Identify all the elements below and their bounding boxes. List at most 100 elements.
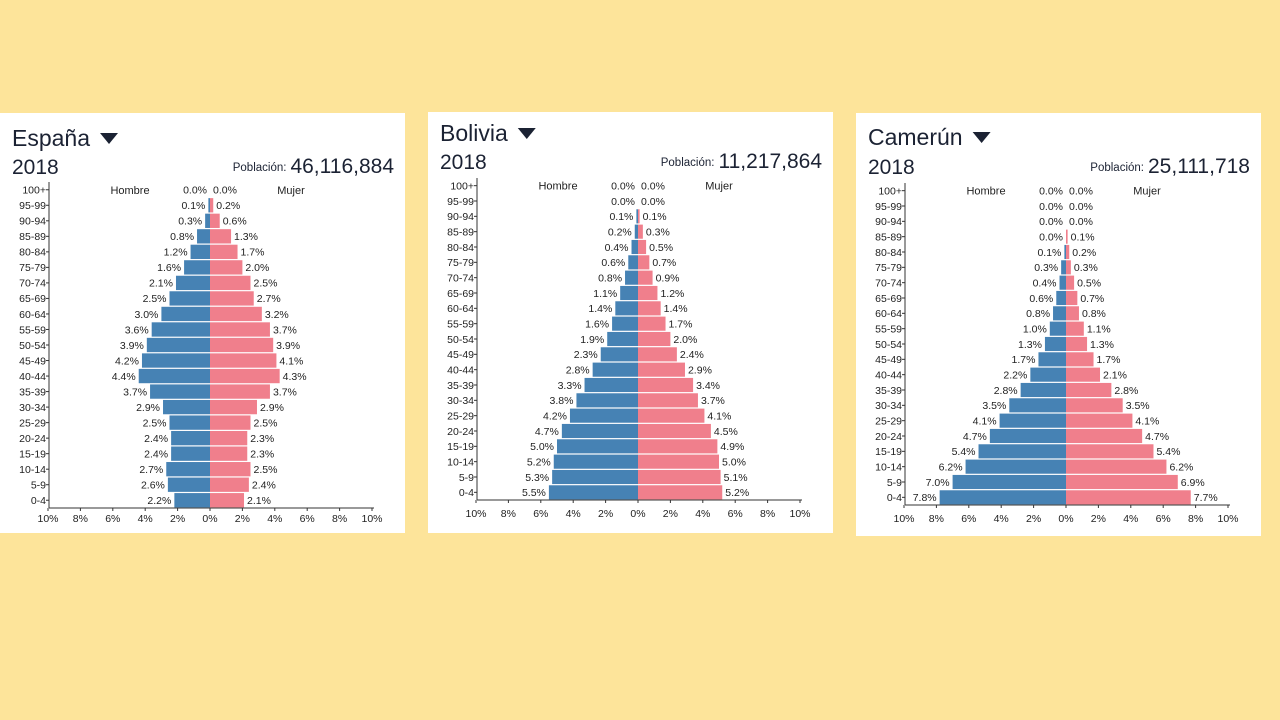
female-value-label: 0.0% [213, 185, 237, 197]
male-value-label: 1.0% [1023, 323, 1047, 335]
female-value-label: 2.5% [254, 464, 278, 476]
male-bar [548, 485, 638, 500]
male-value-label: 2.6% [141, 480, 165, 492]
female-value-label: 2.9% [260, 402, 284, 414]
female-bar [1066, 413, 1133, 428]
male-label: Hombre [966, 186, 1005, 198]
male-bar [174, 493, 210, 508]
dropdown-triangle-icon[interactable] [972, 132, 991, 143]
female-value-label: 3.5% [1126, 400, 1150, 412]
dropdown-triangle-icon[interactable] [517, 128, 536, 139]
female-value-label: 6.2% [1169, 461, 1193, 473]
year-label: 2018 [440, 151, 487, 174]
female-value-label: 3.2% [265, 309, 289, 321]
male-bar [141, 353, 210, 368]
age-group-label: 45-49 [19, 355, 46, 367]
female-value-label: 0.1% [1071, 231, 1095, 243]
female-value-label: 0.7% [652, 257, 676, 269]
male-bar [1064, 244, 1066, 260]
female-bar [210, 446, 248, 461]
female-bar [210, 275, 251, 291]
male-bar [1020, 382, 1066, 398]
age-group-label: 70-74 [19, 278, 46, 290]
female-bar [210, 260, 243, 275]
population-label: Población: [233, 162, 287, 174]
female-value-label: 1.2% [660, 288, 684, 300]
male-value-label: 2.8% [566, 364, 590, 376]
male-bar [146, 337, 210, 353]
female-value-label: 1.3% [234, 231, 258, 243]
female-value-label: 1.3% [1090, 339, 1114, 351]
dropdown-triangle-icon[interactable] [100, 133, 119, 144]
female-bar [210, 337, 274, 353]
male-bar [1061, 260, 1066, 275]
x-tick-label: 4% [138, 513, 153, 525]
female-bar [1066, 367, 1101, 382]
age-group-label: 10-14 [875, 461, 902, 473]
x-tick-label: 6% [1156, 513, 1171, 525]
age-group-label: 50-54 [875, 339, 902, 351]
male-value-label: 0.0% [1039, 216, 1063, 228]
country-title[interactable]: Camerún [868, 124, 963, 150]
male-value-label: 0.1% [181, 200, 205, 212]
year-label: 2018 [12, 156, 59, 179]
female-value-label: 2.0% [245, 262, 269, 274]
x-tick-label: 4% [994, 513, 1009, 525]
female-bar [210, 399, 257, 415]
female-value-label: 4.1% [1135, 415, 1159, 427]
age-group-label: 60-64 [19, 309, 46, 321]
x-tick-label: 4% [267, 513, 282, 525]
female-value-label: 0.0% [1069, 201, 1093, 213]
age-group-label: 0-4 [31, 495, 46, 507]
female-value-label: 0.0% [641, 196, 665, 208]
female-value-label: 0.1% [643, 211, 667, 223]
population-value: 46,116,884 [290, 155, 394, 178]
male-value-label: 2.1% [149, 278, 173, 290]
female-value-label: 0.9% [656, 272, 680, 284]
female-value-label: 0.7% [1080, 293, 1104, 305]
male-bar [939, 490, 1066, 505]
male-bar [576, 393, 638, 408]
male-bar [557, 439, 638, 454]
female-value-label: 4.5% [714, 426, 738, 438]
female-value-label: 0.3% [646, 226, 670, 238]
age-group-label: 90-94 [875, 216, 902, 228]
female-bar [210, 477, 249, 492]
male-bar [208, 198, 210, 213]
age-group-label: 15-19 [19, 448, 46, 460]
male-value-label: 0.4% [605, 242, 629, 254]
country-title[interactable]: España [12, 125, 90, 151]
male-bar [584, 377, 638, 393]
male-bar [190, 244, 210, 260]
x-tick-label: 6% [961, 513, 976, 525]
female-value-label: 3.4% [696, 380, 720, 392]
female-bar [638, 485, 723, 500]
female-value-label: 2.5% [254, 417, 278, 429]
x-tick-label: 6% [728, 508, 743, 520]
x-tick-label: 10% [465, 508, 486, 520]
male-value-label: 5.0% [530, 441, 554, 453]
age-group-label: 55-59 [19, 324, 46, 336]
female-value-label: 2.0% [673, 334, 697, 346]
male-bar [620, 285, 638, 301]
male-value-label: 5.4% [952, 446, 976, 458]
male-value-label: 3.7% [123, 386, 147, 398]
female-value-label: 0.2% [216, 200, 240, 212]
x-tick-label: 8% [929, 513, 944, 525]
male-value-label: 1.6% [585, 318, 609, 330]
male-bar [1056, 290, 1066, 306]
male-value-label: 0.8% [1026, 308, 1050, 320]
male-bar [569, 408, 638, 423]
female-value-label: 5.1% [724, 472, 748, 484]
female-bar [638, 285, 658, 301]
male-value-label: 2.2% [147, 495, 171, 507]
female-bar [638, 393, 698, 408]
male-value-label: 3.6% [125, 324, 149, 336]
male-bar [615, 301, 638, 316]
country-title[interactable]: Bolivia [440, 120, 508, 146]
pyramid-panel-bolivia: Bolivia 2018 11,217,864 Población: Hombre Muj… [428, 112, 833, 533]
female-bar [210, 493, 245, 508]
x-tick-label: 0% [630, 508, 645, 520]
x-tick-label: 2% [663, 508, 678, 520]
female-bar [1066, 275, 1075, 290]
